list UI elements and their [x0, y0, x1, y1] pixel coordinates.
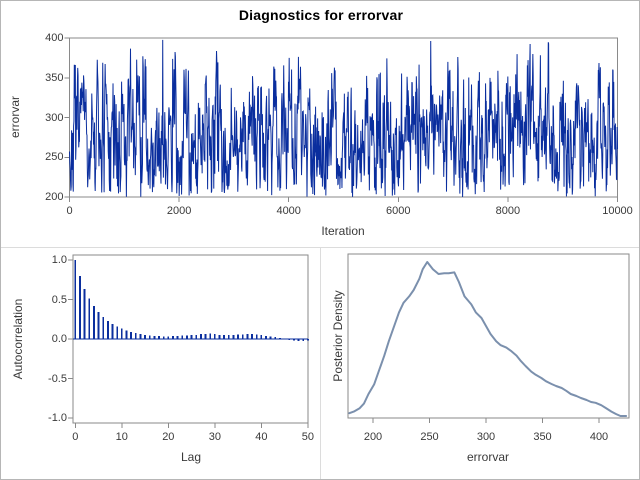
acf-bar: [279, 337, 281, 339]
density-x-tick-label: 200: [363, 431, 383, 443]
acf-bar: [302, 339, 305, 341]
trace-x-tick-label: 10000: [602, 205, 633, 217]
acf-bar: [111, 323, 114, 339]
acf-y-tick-label: -0.5: [48, 372, 67, 385]
acf-x-tick-label: 30: [208, 431, 221, 443]
trace-x-tick-label: 2000: [166, 205, 192, 217]
acf-bar: [186, 335, 188, 339]
acf-bar: [125, 330, 128, 339]
acf-y-tick-label: 1.0: [51, 254, 67, 266]
acf-bar: [246, 334, 249, 339]
acf-bar: [293, 339, 295, 341]
trace-y-tick-label: 350: [45, 71, 64, 84]
density-x-tick-label: 250: [420, 431, 439, 443]
trace-y-tick-label: 400: [45, 32, 64, 44]
acf-bar: [153, 336, 156, 339]
acf-bar: [209, 333, 212, 339]
acf-bar: [265, 336, 267, 339]
density-x-axis-label: errorvar: [466, 450, 510, 464]
acf-x-tick-label: 40: [255, 431, 268, 443]
acf-bar: [148, 335, 151, 339]
density-x-tick-label: 350: [533, 431, 552, 443]
acf-bar: [176, 336, 179, 339]
acf-bar: [195, 335, 198, 339]
trace-x-tick-label: 4000: [276, 205, 301, 217]
acf-bar: [190, 335, 193, 339]
acf-bar: [93, 305, 95, 339]
acf-y-tick-label: 0.5: [51, 293, 67, 306]
acf-bar: [218, 335, 221, 339]
trace-x-tick-label: 6000: [386, 205, 411, 217]
acf-bar: [172, 336, 174, 339]
density-curve: [348, 261, 628, 417]
acf-y-tick-label: -1.0: [48, 412, 67, 424]
acf-bar: [88, 298, 91, 339]
acf-bar: [83, 289, 86, 339]
density-x-tick-label: 300: [476, 431, 496, 443]
acf-bar: [269, 336, 272, 339]
acf-bar: [139, 334, 142, 339]
acf-bar: [251, 334, 253, 339]
acf-bar: [260, 335, 263, 339]
trace-series-line: [69, 39, 618, 197]
trace-y-tick-label: 250: [45, 151, 64, 164]
acf-bar: [74, 260, 77, 339]
acf-bar: [130, 331, 133, 339]
acf-bar: [116, 326, 119, 339]
density-frame: [347, 253, 630, 419]
acf-x-tick-label: 10: [115, 431, 128, 443]
acf-bar: [274, 337, 277, 339]
acf-bar: [283, 338, 286, 340]
acf-bar: [241, 334, 244, 339]
acf-bar: [167, 336, 170, 339]
density-y-axis-label: Posterior Density: [331, 290, 345, 382]
acf-x-axis-label: Lag: [180, 450, 202, 464]
trace-y-tick-label: 200: [45, 191, 64, 203]
acf-bar: [199, 334, 202, 339]
trace-x-tick-label: 8000: [495, 205, 521, 217]
trace-y-tick-label: 300: [45, 111, 64, 124]
acf-bar: [79, 275, 81, 339]
acf-bar: [306, 339, 309, 341]
acf-bar: [106, 320, 109, 339]
acf-bar: [158, 336, 160, 339]
acf-bar: [102, 316, 105, 339]
acf-bar: [297, 339, 300, 341]
acf-bar: [162, 336, 165, 339]
acf-bar: [120, 328, 123, 339]
acf-bar: [204, 334, 207, 339]
acf-bar: [255, 334, 258, 339]
trace-x-axis-label: Iteration: [321, 224, 365, 238]
acf-bar: [223, 335, 226, 339]
trace-y-axis-label: errorvar: [8, 95, 22, 139]
acf-bar: [213, 334, 216, 339]
acf-y-tick-label: 0.0: [51, 333, 67, 345]
acf-bar: [134, 333, 137, 339]
acf-bar: [232, 335, 235, 339]
trace-x-tick-label: 0: [66, 205, 73, 217]
acf-x-tick-label: 0: [72, 431, 79, 443]
figure-title: Diagnostics for errorvar: [238, 7, 404, 23]
acf-x-tick-label: 50: [301, 431, 314, 443]
acf-bar: [97, 312, 100, 339]
acf-bar: [181, 335, 184, 339]
acf-bar: [144, 335, 146, 339]
acf-bar: [237, 334, 239, 339]
acf-x-tick-label: 20: [162, 431, 175, 443]
acf-bar: [288, 339, 291, 340]
density-x-tick-label: 400: [589, 431, 609, 443]
acf-y-axis-label: Autocorrelation: [11, 298, 25, 380]
acf-bar: [227, 335, 230, 339]
